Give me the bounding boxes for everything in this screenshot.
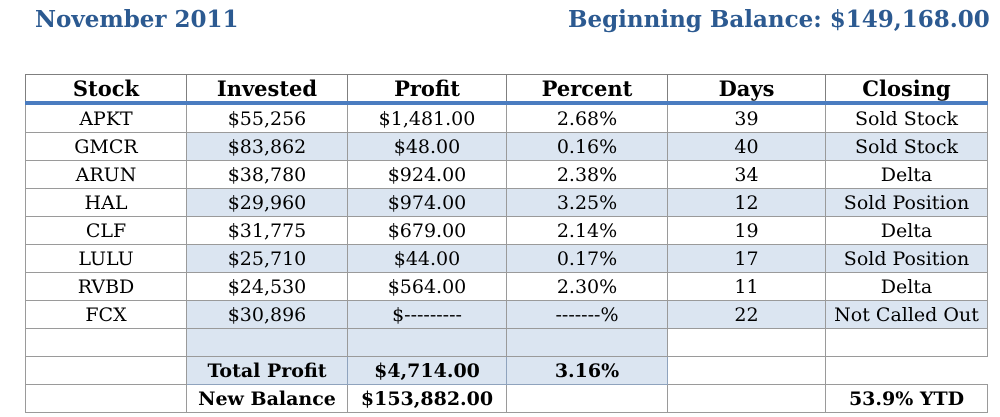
table-row: FCX $30,896 $--------- -------% 22 Not C… (25, 300, 988, 329)
empty-cell (667, 328, 826, 357)
days-cell: 19 (667, 216, 826, 245)
profit-cell: $48.00 (347, 132, 507, 161)
empty-cell (25, 356, 187, 385)
invested-cell: $38,780 (186, 160, 348, 189)
profit-cell: $564.00 (347, 272, 507, 301)
stock-cell: FCX (25, 300, 187, 329)
table-header-row: Stock Invested Profit Percent Days Closi… (25, 74, 988, 105)
closing-cell: Delta (825, 272, 988, 301)
stock-cell: APKT (25, 102, 187, 133)
invested-cell: $55,256 (186, 102, 348, 133)
total-profit-value: $4,714.00 (347, 356, 507, 385)
spacer-row (25, 328, 988, 357)
stock-cell: LULU (25, 244, 187, 273)
empty-cell (825, 356, 988, 385)
invested-cell: $30,896 (186, 300, 348, 329)
closing-cell: Delta (825, 160, 988, 189)
percent-cell: 2.14% (506, 216, 668, 245)
profit-cell: $1,481.00 (347, 102, 507, 133)
closing-cell: Delta (825, 216, 988, 245)
table-row: CLF $31,775 $679.00 2.14% 19 Delta (25, 216, 988, 245)
profit-cell: $44.00 (347, 244, 507, 273)
percent-cell: 3.25% (506, 188, 668, 217)
table-row: LULU $25,710 $44.00 0.17% 17 Sold Positi… (25, 244, 988, 273)
profit-cell: $974.00 (347, 188, 507, 217)
empty-cell (506, 328, 668, 357)
invested-cell: $29,960 (186, 188, 348, 217)
days-cell: 11 (667, 272, 826, 301)
empty-cell (825, 328, 988, 357)
new-balance-row: New Balance $153,882.00 53.9% YTD (25, 384, 988, 413)
report-month: November 2011 (35, 6, 239, 33)
empty-cell (667, 356, 826, 385)
percent-cell: 2.38% (506, 160, 668, 189)
stock-cell: HAL (25, 188, 187, 217)
days-cell: 34 (667, 160, 826, 189)
empty-cell (506, 384, 668, 413)
ytd-value: 53.9% YTD (825, 384, 988, 413)
stock-cell: RVBD (25, 272, 187, 301)
closing-cell: Not Called Out (825, 300, 988, 329)
percent-cell: 0.17% (506, 244, 668, 273)
closing-cell: Sold Position (825, 188, 988, 217)
table-row: RVBD $24,530 $564.00 2.30% 11 Delta (25, 272, 988, 301)
profit-cell: $924.00 (347, 160, 507, 189)
empty-cell (667, 384, 826, 413)
stock-cell: CLF (25, 216, 187, 245)
stock-table: Stock Invested Profit Percent Days Closi… (25, 74, 988, 413)
invested-cell: $31,775 (186, 216, 348, 245)
days-cell: 12 (667, 188, 826, 217)
column-header-stock: Stock (25, 74, 187, 105)
column-header-profit: Profit (347, 74, 507, 105)
table-row: HAL $29,960 $974.00 3.25% 12 Sold Positi… (25, 188, 988, 217)
invested-cell: $83,862 (186, 132, 348, 161)
stock-cell: GMCR (25, 132, 187, 161)
percent-cell: 0.16% (506, 132, 668, 161)
table-row: APKT $55,256 $1,481.00 2.68% 39 Sold Sto… (25, 102, 988, 133)
new-balance-value: $153,882.00 (347, 384, 507, 413)
percent-cell: -------% (506, 300, 668, 329)
table-row: ARUN $38,780 $924.00 2.38% 34 Delta (25, 160, 988, 189)
empty-cell (186, 328, 348, 357)
empty-cell (347, 328, 507, 357)
invested-cell: $25,710 (186, 244, 348, 273)
beginning-balance: Beginning Balance: $149,168.00 (568, 6, 990, 33)
column-header-days: Days (667, 74, 826, 105)
empty-cell (25, 384, 187, 413)
column-header-invested: Invested (186, 74, 348, 105)
percent-cell: 2.30% (506, 272, 668, 301)
days-cell: 39 (667, 102, 826, 133)
new-balance-label: New Balance (186, 384, 348, 413)
total-profit-row: Total Profit $4,714.00 3.16% (25, 356, 988, 385)
stock-cell: ARUN (25, 160, 187, 189)
days-cell: 22 (667, 300, 826, 329)
table-row: GMCR $83,862 $48.00 0.16% 40 Sold Stock (25, 132, 988, 161)
profit-cell: $679.00 (347, 216, 507, 245)
empty-cell (25, 328, 187, 357)
column-header-percent: Percent (506, 74, 668, 105)
closing-cell: Sold Stock (825, 102, 988, 133)
invested-cell: $24,530 (186, 272, 348, 301)
column-header-closing: Closing (825, 74, 988, 105)
days-cell: 40 (667, 132, 826, 161)
profit-cell: $--------- (347, 300, 507, 329)
percent-cell: 2.68% (506, 102, 668, 133)
days-cell: 17 (667, 244, 826, 273)
total-percent-value: 3.16% (506, 356, 668, 385)
closing-cell: Sold Stock (825, 132, 988, 161)
total-profit-label: Total Profit (186, 356, 348, 385)
closing-cell: Sold Position (825, 244, 988, 273)
